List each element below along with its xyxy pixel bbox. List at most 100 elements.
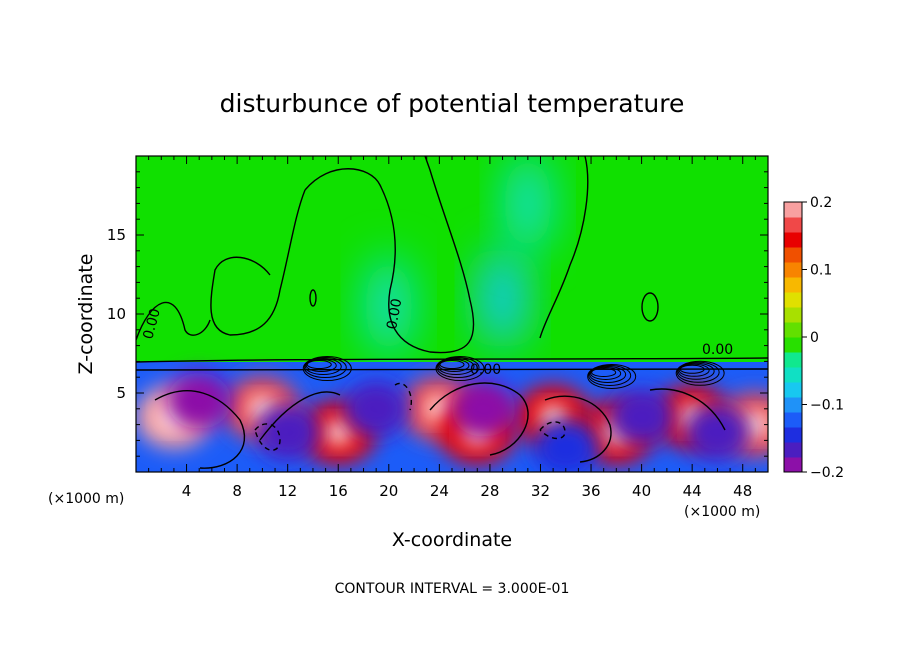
x-unit-left: (×1000 m) <box>48 491 124 507</box>
contour-line <box>254 423 281 451</box>
colorbar-swatch <box>784 412 802 428</box>
colorbar-swatch <box>784 247 802 263</box>
colorbar-swatch <box>784 322 802 338</box>
contour-ring <box>678 363 710 377</box>
contour-ring <box>587 363 637 389</box>
contour-ring <box>591 367 617 377</box>
colorbar-swatch <box>784 307 802 323</box>
contour-ring <box>676 361 720 383</box>
colorbar-swatch <box>784 427 802 443</box>
contour-ring <box>303 357 347 379</box>
contour-ring <box>302 356 352 382</box>
colorbar-swatch <box>784 457 802 473</box>
colorbar-swatch <box>784 442 802 458</box>
colorbar-swatch <box>784 367 802 383</box>
field-core <box>324 420 353 445</box>
contour-ring <box>305 359 337 373</box>
contour-interval-note: CONTOUR INTERVAL = 3.000E-01 <box>335 581 570 597</box>
colorbar-swatch <box>784 292 802 308</box>
colorbar: 0.2 0.1 0 −0.1 −0.2 <box>783 195 844 481</box>
colorbar-swatch <box>784 397 802 413</box>
contour-ring <box>589 365 627 383</box>
chart-title: disturbunce of potential temperature <box>220 89 685 118</box>
plot-area <box>136 156 768 472</box>
x-tick-label: 36 <box>581 482 600 500</box>
field-blob <box>451 380 516 437</box>
field-blob <box>503 156 552 254</box>
field-blob <box>344 380 409 437</box>
x-tick-label: 48 <box>733 482 752 500</box>
y-tick-label: 5 <box>116 384 126 402</box>
contour-ring <box>679 364 705 374</box>
colorbar-swatch <box>784 382 802 398</box>
colorbar-swatch <box>784 262 802 278</box>
contour-line <box>649 388 726 431</box>
contour-labels: 0.00 0.00 0.00 0.00 <box>140 297 733 378</box>
field-blob <box>533 420 598 472</box>
y-axis-title: Z-coordinate <box>75 254 97 375</box>
colorbar-swatch <box>784 277 802 293</box>
colorbar-tick-label: 0.2 <box>810 195 832 211</box>
contour-ring <box>436 357 480 379</box>
field-blob <box>609 388 674 445</box>
x-tick-label: 32 <box>531 482 550 500</box>
contour-ring <box>306 360 332 370</box>
contour-ring <box>439 360 465 370</box>
contour-ring <box>677 362 715 380</box>
colorbar-swatch <box>784 217 802 233</box>
colorbar-tick-label: 0 <box>810 330 819 346</box>
x-axis-title: X-coordinate <box>392 529 512 551</box>
x-tick-label: 44 <box>683 482 702 500</box>
colorbar-swatch <box>784 337 802 353</box>
contour-line <box>136 357 768 363</box>
contour-line <box>539 421 566 440</box>
contour-line <box>304 156 475 354</box>
contour-ring <box>590 366 622 380</box>
contour-ring <box>304 358 342 376</box>
contour-label: 0.00 <box>140 307 164 341</box>
colorbar-tick-label: −0.1 <box>810 398 844 414</box>
colorbar-swatch <box>784 352 802 368</box>
contour-label: 0.00 <box>470 362 501 378</box>
x-tick-label: 40 <box>632 482 651 500</box>
contour-ring <box>675 360 725 386</box>
colorbar-swatch <box>784 202 802 218</box>
y-tick-label: 10 <box>107 305 126 323</box>
contour-clusters <box>302 356 725 389</box>
contour-ring <box>435 356 485 382</box>
field-blob <box>685 404 750 461</box>
x-tick-label: 12 <box>278 482 297 500</box>
contour-line <box>394 382 412 411</box>
contour-label: 0.00 <box>702 342 733 358</box>
x-tick-label: 4 <box>182 482 192 500</box>
x-tick-label: 20 <box>379 482 398 500</box>
colorbar-swatch <box>784 232 802 248</box>
x-tick-label: 28 <box>480 482 499 500</box>
y-tick-label: 15 <box>107 226 126 244</box>
contour-line <box>210 189 306 336</box>
contour-line <box>429 382 529 456</box>
lower-features <box>136 372 768 472</box>
contour-line <box>136 368 768 371</box>
contour-line <box>259 391 341 441</box>
colorbar-tick-label: −0.2 <box>810 465 844 481</box>
field-blob <box>478 248 527 349</box>
contour-label: 0.00 <box>384 297 405 330</box>
contour-line <box>539 156 589 339</box>
contour-lines <box>136 156 768 469</box>
x-unit-right: (×1000 m) <box>684 504 760 520</box>
contour-line <box>154 390 246 469</box>
contour-ring <box>641 292 659 322</box>
contour-line <box>544 395 612 463</box>
contour-ring <box>309 289 317 307</box>
field-blob <box>255 404 320 461</box>
x-tick-label: 24 <box>430 482 449 500</box>
field-blob <box>167 372 232 429</box>
contour-line <box>136 301 211 341</box>
x-tick-label: 16 <box>329 482 348 500</box>
x-tick-label: 8 <box>232 482 242 500</box>
contour-ring <box>438 359 470 373</box>
contour-ring <box>437 358 475 376</box>
